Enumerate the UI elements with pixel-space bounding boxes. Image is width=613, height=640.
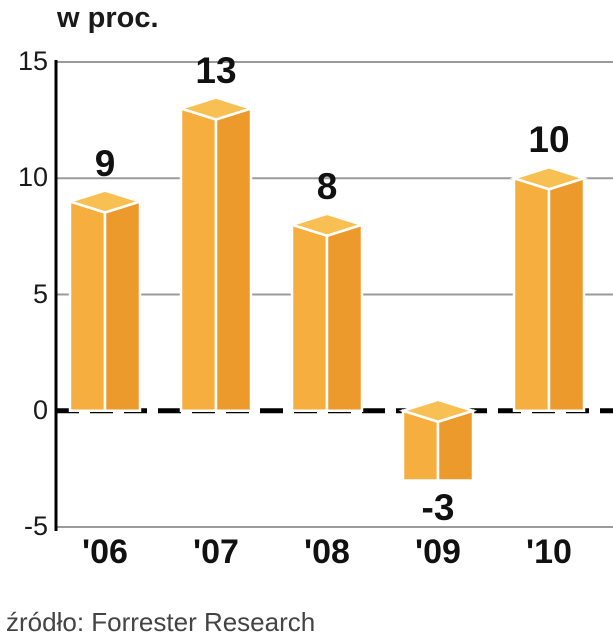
bar-right-face (103, 199, 142, 412)
bar-left-face (290, 223, 329, 412)
chart-title: w proc. (57, 2, 159, 34)
bar-'10 (509, 165, 589, 412)
bar-'08 (287, 212, 367, 412)
bar-right-face (547, 176, 586, 412)
bar-'07 (176, 96, 256, 412)
bar-left-face (512, 176, 551, 412)
bar-top-face (509, 165, 589, 191)
bar-right-face (325, 223, 364, 412)
bar-'06 (65, 189, 145, 412)
bar-top-face (65, 189, 145, 214)
bar-top-face (176, 96, 256, 121)
bar-top-face (287, 212, 367, 238)
bar-left-face (68, 199, 107, 412)
bar-right-face (214, 106, 253, 412)
bar-left-face (179, 106, 218, 412)
bar-'09 (398, 398, 478, 482)
source-caption: źródło: Forrester Research (6, 607, 316, 637)
bar-top-face (398, 398, 478, 424)
